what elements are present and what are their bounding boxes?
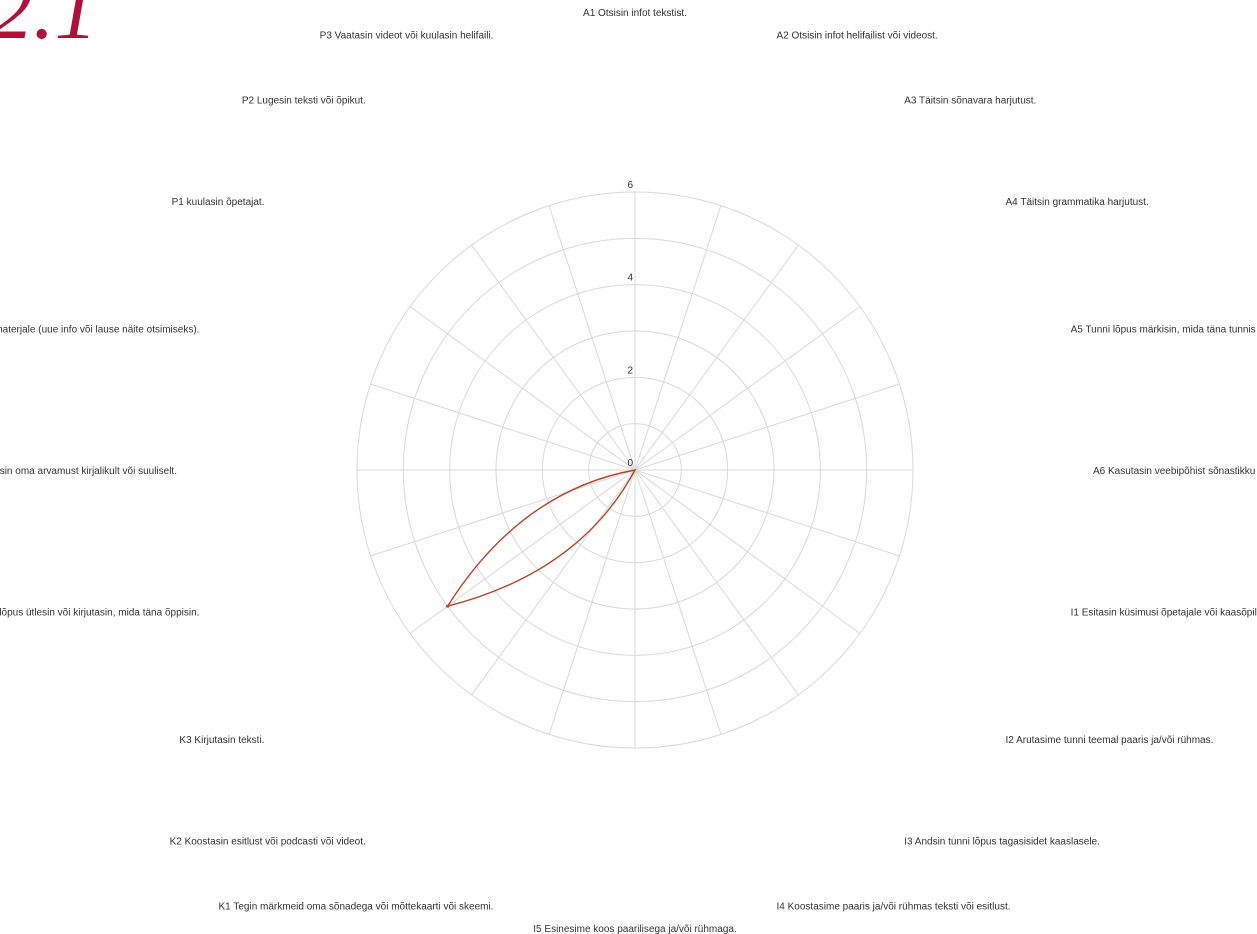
- category-label: K3 Kirjutasin teksti.: [179, 735, 264, 746]
- spoke-line: [634, 469, 722, 735]
- category-labels: A1 Otsisin infot tekstist. A2 Otsisin inf…: [0, 8, 1257, 934]
- category-label: K6 Kasutasin veebipõhiseid abimaterjale …: [0, 324, 199, 335]
- spoke-line: [548, 469, 636, 735]
- category-label: P2 Lugesin teksti või õpikut.: [242, 95, 366, 106]
- spoke-line: [370, 469, 636, 557]
- tick-label: 2: [627, 365, 633, 376]
- spoke-line: [634, 469, 900, 557]
- spoke-line: [634, 469, 799, 696]
- category-label: I1 Esitasin küsimusi õpetajale või kaasõ…: [1071, 608, 1257, 619]
- spoke-line: [471, 469, 636, 696]
- category-label: A4 Täitsin grammatika harjutust.: [1006, 197, 1149, 208]
- category-label: I4 Koostasime paaris ja/või rühmas tekst…: [777, 902, 1011, 913]
- tick-labels: 0 2 4 6: [627, 180, 633, 469]
- category-label: A3 Täitsin sõnavara harjutust.: [904, 95, 1036, 106]
- spoke-line: [634, 244, 799, 471]
- tick-label: 4: [627, 273, 633, 284]
- spoke-line: [634, 205, 722, 471]
- spoke-line: [634, 383, 900, 471]
- page-title: 2.1: [0, 0, 98, 57]
- tick-label: 0: [627, 458, 633, 469]
- spoke-line: [634, 469, 861, 634]
- category-label: I3 Andsin tunni lõpus tagasisidet kaasla…: [904, 837, 1100, 848]
- category-label: I5 Esinesime koos paarilisega ja/või rüh…: [533, 924, 736, 934]
- category-label: K1 Tegin märkmeid oma sõnadega või mõtte…: [219, 902, 494, 913]
- data-point: [446, 604, 450, 608]
- spoke-line: [548, 205, 636, 471]
- category-label: P3 Vaatasin videot või kuulasin helifail…: [320, 30, 494, 41]
- spoke-line: [370, 383, 636, 471]
- grid-spokes: [357, 192, 913, 748]
- spoke-line: [634, 306, 861, 471]
- category-label: P1 kuulasin õpetajat.: [172, 197, 265, 208]
- category-label: A1 Otsisin infot tekstist.: [583, 8, 687, 19]
- category-label: A2 Otsisin infot helifailist või videost…: [777, 30, 938, 41]
- category-label: I2 Arutasime tunni teemal paaris ja/või …: [1006, 735, 1214, 746]
- series-layer: [446, 469, 637, 608]
- spoke-line: [471, 244, 636, 471]
- tick-label: 6: [627, 180, 633, 191]
- category-label: A6 Kasutasin veebipõhist sõnastikku (sõn…: [1093, 466, 1257, 477]
- category-label: K2 Koostasin esitlust või podcasti või v…: [170, 837, 366, 848]
- category-label: K5 Põhjendasin oma arvamust kirjalikult …: [0, 466, 177, 477]
- category-label: K4 Tunni lõpus ütlesin või kirjutasin, m…: [0, 608, 199, 619]
- category-label: A5 Tunni lõpus märkisin, mida täna tunni…: [1071, 324, 1257, 335]
- spoke-line: [409, 469, 636, 634]
- spoke-line: [409, 306, 636, 471]
